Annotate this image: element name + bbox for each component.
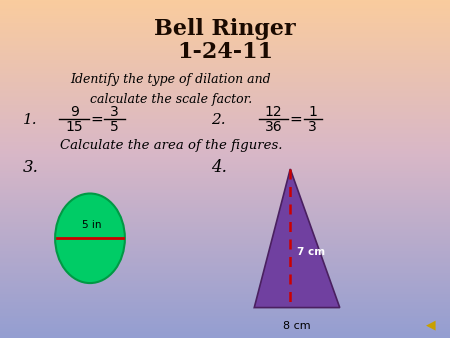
Text: 2.: 2.: [212, 113, 226, 127]
Text: 4.: 4.: [212, 159, 227, 176]
Text: Calculate the area of the figures.: Calculate the area of the figures.: [60, 139, 282, 152]
Text: 12: 12: [265, 104, 283, 119]
Text: 3: 3: [308, 120, 317, 134]
Ellipse shape: [55, 193, 125, 283]
Text: Identify the type of dilation and: Identify the type of dilation and: [71, 73, 271, 86]
Text: 9: 9: [70, 104, 79, 119]
Text: 5: 5: [110, 120, 119, 134]
Text: 1.: 1.: [22, 113, 37, 127]
Text: calculate the scale factor.: calculate the scale factor.: [90, 93, 252, 106]
Text: =: =: [90, 112, 103, 126]
Text: 5 in: 5 in: [82, 220, 102, 230]
Text: 1-24-11: 1-24-11: [177, 41, 273, 64]
Text: 15: 15: [65, 120, 83, 134]
Text: 1: 1: [308, 104, 317, 119]
Text: 7 cm: 7 cm: [297, 247, 325, 257]
Text: Bell Ringer: Bell Ringer: [154, 18, 296, 40]
Text: 3: 3: [110, 104, 119, 119]
Polygon shape: [254, 169, 340, 308]
Text: 36: 36: [265, 120, 283, 134]
Text: =: =: [290, 112, 302, 126]
Text: 3.: 3.: [22, 159, 38, 176]
Text: ◀: ◀: [426, 319, 436, 332]
Text: 8 cm: 8 cm: [283, 321, 311, 331]
